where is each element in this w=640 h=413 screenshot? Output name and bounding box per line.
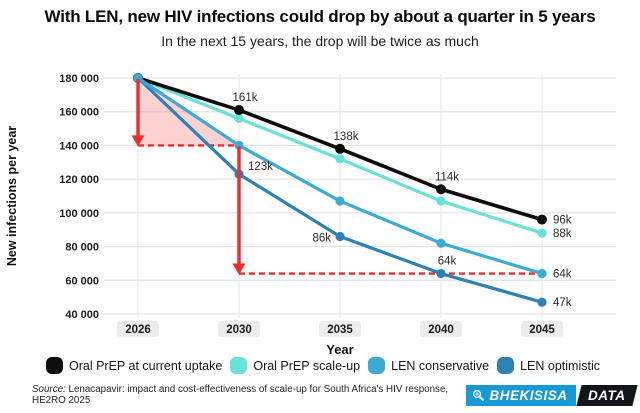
y-tick-label: 80 000 bbox=[65, 242, 99, 254]
chart-title: With LEN, new HIV infections could drop … bbox=[44, 7, 596, 26]
footer: Source: Lenacapavir: impact and cost-eff… bbox=[0, 384, 640, 406]
x-tick-chip bbox=[521, 321, 563, 337]
data-point bbox=[335, 154, 345, 164]
x-tick-label: 2035 bbox=[327, 324, 353, 336]
legend: Oral PrEP at current uptake Oral PrEP sca… bbox=[0, 357, 640, 374]
value-label: 86k bbox=[312, 232, 331, 244]
legend-swatch bbox=[46, 357, 63, 374]
value-label: 64k bbox=[553, 269, 572, 281]
x-tick-label: 2045 bbox=[529, 324, 555, 336]
source-label: Source: bbox=[32, 384, 66, 395]
x-tick-chip bbox=[319, 321, 361, 337]
chart-subtitle: In the next 15 years, the drop will be t… bbox=[161, 33, 479, 49]
legend-item: LEN conservative bbox=[368, 357, 489, 374]
value-label: 114k bbox=[435, 171, 459, 183]
value-label: 123k bbox=[248, 161, 273, 173]
y-tick-label: 40 000 bbox=[65, 309, 99, 321]
logo-brand-block: BHEKISISA bbox=[466, 384, 576, 406]
series-len-conservative bbox=[133, 73, 547, 279]
value-label: 88k bbox=[553, 228, 572, 240]
data-point bbox=[436, 268, 446, 279]
legend-swatch bbox=[368, 357, 386, 374]
drop-arrow bbox=[131, 79, 145, 147]
line-chart: 180 000 160 000 140 000 120 000 100 000 80 00… bbox=[5, 73, 616, 357]
x-tick-chip bbox=[117, 321, 159, 337]
data-point bbox=[234, 105, 244, 116]
value-label: 64k bbox=[438, 256, 457, 268]
source-note: Source: Lenacapavir: impact and cost-eff… bbox=[32, 384, 466, 406]
data-point bbox=[537, 268, 547, 279]
value-label: 47k bbox=[553, 297, 572, 309]
x-tick-chip bbox=[218, 321, 260, 337]
y-tick-label: 100 000 bbox=[59, 208, 99, 220]
data-point bbox=[133, 73, 143, 83]
x-axis: 2026 2030 2035 2040 2045 Year bbox=[117, 321, 563, 357]
data-point bbox=[335, 196, 345, 206]
logo-data-block: DATA bbox=[575, 384, 637, 406]
data-point bbox=[537, 228, 547, 238]
data-point bbox=[537, 214, 547, 225]
data-point bbox=[436, 238, 446, 248]
data-point bbox=[335, 143, 345, 154]
logo-brand: BHEKISISA bbox=[489, 387, 568, 403]
legend-label: LEN optimistic bbox=[520, 358, 600, 373]
legend-item: LEN optimistic bbox=[497, 357, 600, 374]
value-label: 161k bbox=[233, 92, 258, 104]
y-axis-title: New infections per year bbox=[5, 126, 19, 266]
drop-arrow bbox=[232, 146, 246, 275]
data-point bbox=[335, 231, 345, 242]
magnifier-icon bbox=[473, 389, 485, 401]
value-label: 96k bbox=[553, 215, 572, 227]
legend-swatch bbox=[497, 357, 515, 374]
legend-item: Oral PrEP scale-up bbox=[230, 357, 360, 374]
data-point bbox=[234, 113, 244, 124]
legend-label: LEN conservative bbox=[391, 358, 490, 373]
x-tick-label: 2040 bbox=[428, 324, 454, 336]
data-point bbox=[234, 140, 244, 151]
bhekisisa-logo: BHEKISISA DATA bbox=[466, 384, 637, 406]
y-tick-label: 60 000 bbox=[65, 275, 99, 287]
data-point bbox=[436, 196, 446, 206]
x-axis-title: Year bbox=[326, 342, 353, 357]
source-text: Lenacapavir: impact and cost-effectivene… bbox=[32, 384, 449, 406]
data-point bbox=[436, 184, 446, 195]
y-tick-label: 180 000 bbox=[59, 73, 99, 85]
x-tick-chip bbox=[420, 321, 462, 337]
y-tick-label: 160 000 bbox=[59, 107, 99, 119]
data-point bbox=[537, 297, 547, 307]
legend-item: Oral PrEP at current uptake bbox=[46, 357, 222, 374]
y-tick-label: 140 000 bbox=[59, 140, 99, 152]
value-label: 138k bbox=[334, 131, 359, 143]
y-tick-label: 120 000 bbox=[59, 174, 99, 186]
legend-swatch bbox=[230, 357, 248, 374]
x-tick-label: 2030 bbox=[226, 324, 252, 336]
legend-label: Oral PrEP at current uptake bbox=[69, 358, 223, 373]
logo-suffix: DATA bbox=[587, 387, 626, 403]
x-tick-label: 2026 bbox=[125, 324, 151, 336]
legend-label: Oral PrEP scale-up bbox=[253, 358, 361, 373]
